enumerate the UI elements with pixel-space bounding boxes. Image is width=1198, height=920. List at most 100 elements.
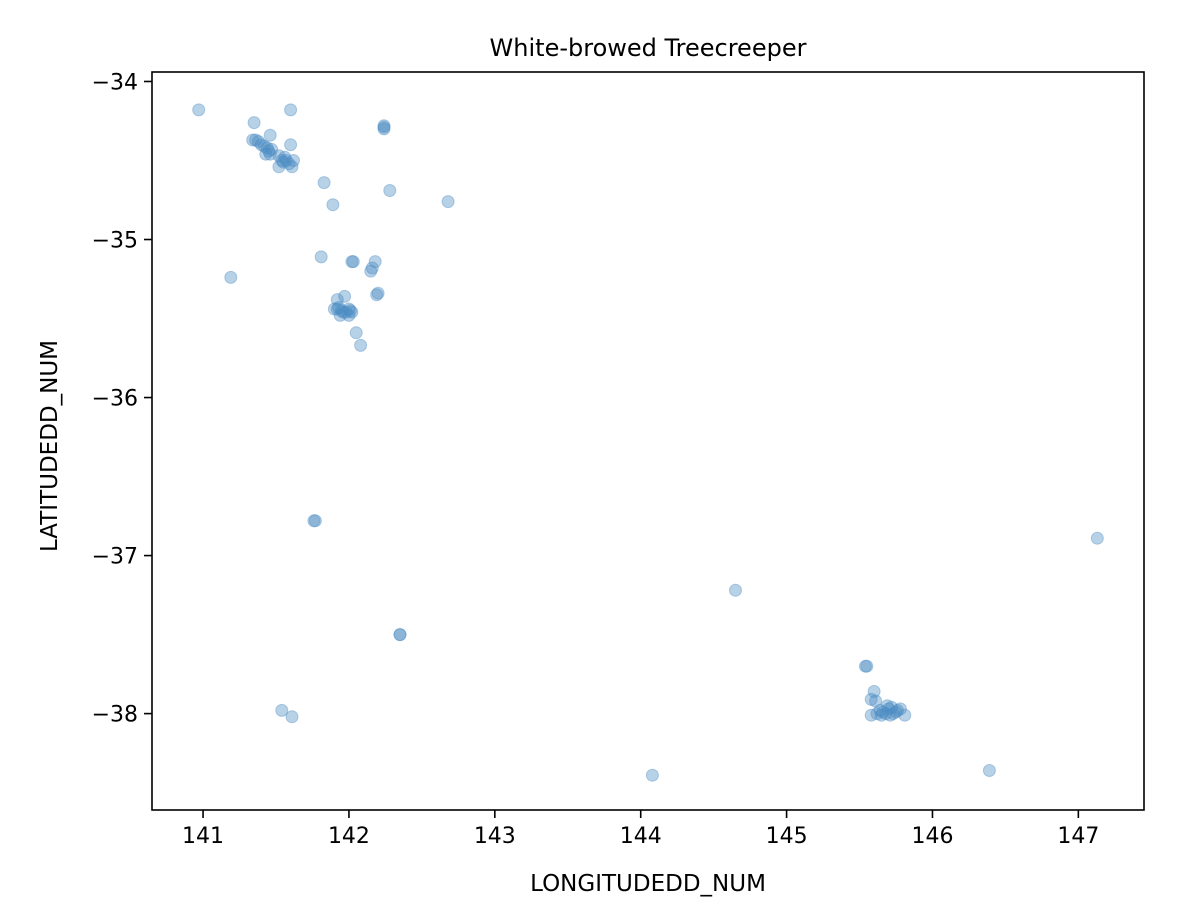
scatter-point <box>346 255 360 269</box>
x-tick-label: 143 <box>474 824 516 849</box>
x-tick-label: 142 <box>328 824 370 849</box>
scatter-point <box>279 154 293 167</box>
y-tick-label: −37 <box>92 545 138 570</box>
scatter-point <box>326 198 340 212</box>
scatter-point <box>263 147 277 161</box>
y-tick-label: −34 <box>92 70 138 95</box>
scatter-point <box>393 628 407 642</box>
scatter-point <box>317 176 331 190</box>
scatter-point <box>377 120 391 134</box>
y-tick-label: −38 <box>92 703 138 728</box>
scatter-point <box>257 139 271 153</box>
scatter-point <box>898 708 912 722</box>
scatter-point <box>880 699 894 713</box>
scatter-point <box>336 305 350 319</box>
scatter-point <box>275 703 289 717</box>
scatter-point <box>383 184 397 197</box>
x-tick-label: 146 <box>911 824 953 849</box>
scatter-point <box>314 250 328 264</box>
scatter-point <box>886 707 900 721</box>
scatter-point <box>364 264 378 278</box>
scatter-point <box>265 142 279 156</box>
scatter-point <box>729 583 742 597</box>
scatter-point <box>882 702 896 716</box>
scatter-point <box>249 133 263 147</box>
scatter-point <box>349 326 363 340</box>
scatter-point <box>982 764 996 777</box>
scatter-point <box>287 154 300 167</box>
scatter-point <box>889 705 903 719</box>
x-tick-label: 145 <box>766 824 808 849</box>
scatter-point <box>278 150 292 164</box>
scatter-point <box>263 128 277 142</box>
scatter-point <box>365 261 379 275</box>
scatter-point <box>272 160 286 174</box>
scatter-point <box>246 133 260 147</box>
scatter-point <box>867 685 881 698</box>
scatter-point <box>893 702 907 716</box>
scatter-point <box>308 514 322 528</box>
scatter-point <box>247 116 261 130</box>
scatter-point <box>441 195 455 209</box>
scatter-point <box>252 135 265 148</box>
scatter-point <box>282 157 296 171</box>
scatter-point <box>368 255 382 269</box>
scatter-point <box>370 288 384 302</box>
x-tick-label: 141 <box>182 824 224 849</box>
scatter-point <box>354 338 368 352</box>
x-axis-label: LONGITUDEDD_NUM <box>530 871 766 897</box>
scatter-point <box>393 628 407 642</box>
scatter-point <box>342 308 356 322</box>
scatter-point <box>870 707 884 721</box>
scatter-point <box>333 308 347 322</box>
chart-title: White-browed Treecreeper <box>490 34 807 62</box>
scatter-point <box>285 710 299 724</box>
scatter-point <box>307 514 321 528</box>
scatter-point <box>284 138 298 152</box>
y-tick-label: −35 <box>92 229 138 254</box>
scatter-point <box>276 155 290 169</box>
scatter-point <box>377 119 391 133</box>
scatter-point <box>874 708 888 722</box>
scatter-point <box>1090 531 1104 545</box>
scatter-point <box>645 768 659 782</box>
scatter-point <box>327 302 341 316</box>
scatter-point <box>342 302 356 316</box>
plot-area-frame <box>151 71 1145 811</box>
scatter-point <box>879 707 893 721</box>
scatter-point <box>345 255 359 269</box>
scatter-point <box>858 659 872 673</box>
ticks-layer: 141 142 143 144 145 146 147 −34 −35 −36 −37 −38 <box>92 70 1100 849</box>
y-tick-label: −36 <box>92 387 138 412</box>
scatter-point <box>371 286 385 300</box>
scatter-point <box>284 103 298 117</box>
scatter-point <box>345 305 359 319</box>
scatter-point <box>883 708 897 722</box>
y-axis-label: LATITUDEDD_NUM <box>37 340 63 552</box>
scatter-point <box>860 659 874 673</box>
scatter-point <box>335 304 349 318</box>
scatter-point <box>254 138 268 152</box>
scatter-point <box>272 149 286 163</box>
scatter-point <box>330 293 344 307</box>
scatter-point <box>869 694 883 708</box>
x-tick-label: 144 <box>620 824 662 849</box>
scatter-point <box>864 692 878 706</box>
scatter-point <box>885 700 899 714</box>
scatter-point <box>864 708 878 722</box>
scatter-point <box>192 103 206 117</box>
scatter-point <box>332 301 346 314</box>
scatter-point <box>285 160 299 174</box>
points-layer <box>192 103 1104 782</box>
scatter-point <box>262 144 276 158</box>
scatter-point <box>338 289 352 303</box>
scatter-point <box>259 147 273 161</box>
scatter-point <box>891 703 904 717</box>
scatter-point <box>876 705 890 719</box>
scatter-point <box>339 305 353 319</box>
x-tick-label: 147 <box>1057 824 1099 849</box>
scatter-point <box>275 154 289 167</box>
